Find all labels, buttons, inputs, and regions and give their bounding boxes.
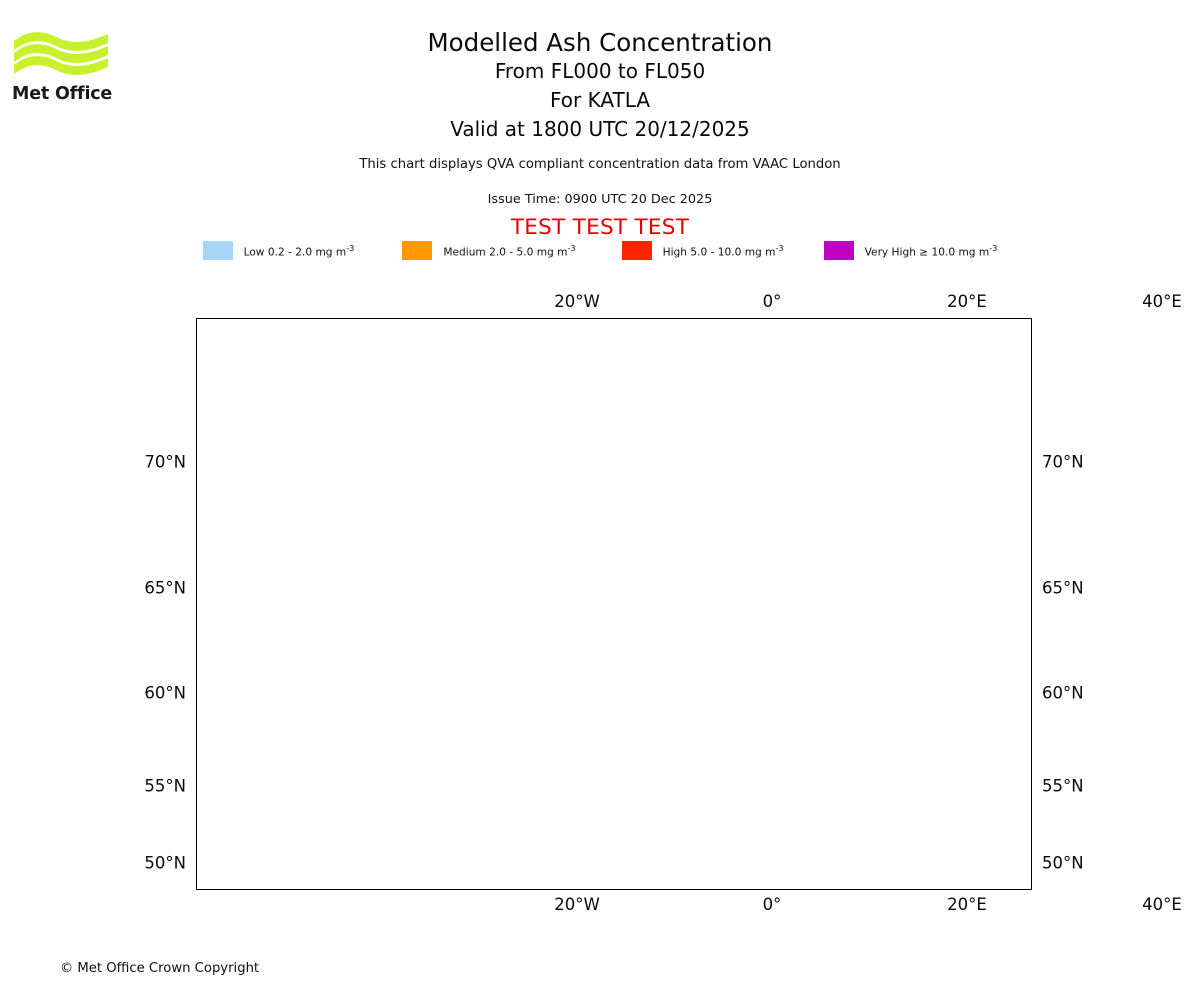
- met-office-logo: Met Office: [12, 28, 122, 113]
- legend-swatch-medium: [402, 241, 433, 260]
- title-valid-time: Valid at 1800 UTC 20/12/2025: [450, 117, 750, 141]
- legend-label-very-high: Very High ≥ 10.0 mg m-3: [864, 242, 998, 259]
- legend-item-low: Low 0.2 - 2.0 mg m-3: [202, 241, 355, 260]
- legend-label-medium: Medium 2.0 - 5.0 mg m-3: [443, 242, 576, 259]
- qva-note: This chart displays QVA compliant concen…: [359, 157, 841, 172]
- legend-item-high: High 5.0 - 10.0 mg m-3: [621, 241, 784, 260]
- lat-tick-left-4: 50°N: [144, 853, 186, 873]
- lat-tick-right-2: 60°N: [1042, 683, 1084, 703]
- lat-tick-left-0: 70°N: [144, 452, 186, 472]
- legend-swatch-high: [621, 241, 652, 260]
- lon-tick-bottom-3: 40°E: [1142, 895, 1182, 914]
- lat-tick-right-1: 65°N: [1042, 578, 1084, 598]
- lon-tick-top-1: 0°: [762, 292, 782, 311]
- lat-tick-left-3: 55°N: [144, 776, 186, 796]
- lat-tick-right-4: 50°N: [1042, 853, 1084, 873]
- copyright-notice: © Met Office Crown Copyright: [60, 961, 260, 976]
- issue-time-note: Issue Time: 0900 UTC 20 Dec 2025: [487, 192, 713, 207]
- map-frame: [196, 318, 1032, 890]
- lat-tick-left-1: 65°N: [144, 578, 186, 598]
- ash-concentration-map[interactable]: [196, 318, 1032, 890]
- lon-tick-bottom-1: 0°: [762, 895, 782, 914]
- chart-title-block: Modelled Ash Concentration From FL000 to…: [0, 28, 1200, 144]
- legend-exponent-high: -3: [775, 242, 784, 253]
- legend-swatch-very-high: [823, 241, 854, 260]
- legend-exponent-very-high: -3: [989, 242, 998, 253]
- lon-tick-bottom-0: 20°W: [554, 895, 600, 914]
- legend-exponent-low: -3: [346, 242, 355, 253]
- lat-tick-right-3: 55°N: [1042, 776, 1084, 796]
- title-flight-levels: From FL000 to FL050: [494, 59, 706, 83]
- legend-label-high: High 5.0 - 10.0 mg m-3: [662, 242, 784, 259]
- legend-label-low: Low 0.2 - 2.0 mg m-3: [243, 242, 355, 259]
- legend-exponent-medium: -3: [567, 242, 576, 253]
- lon-tick-bottom-2: 20°E: [947, 895, 987, 914]
- legend-item-very-high: Very High ≥ 10.0 mg m-3: [823, 241, 998, 260]
- legend-item-medium: Medium 2.0 - 5.0 mg m-3: [402, 241, 576, 260]
- met-office-wordmark: Met Office: [12, 84, 113, 104]
- test-banner: TEST TEST TEST: [510, 215, 690, 240]
- lon-tick-top-2: 20°E: [947, 292, 987, 311]
- lon-tick-top-0: 20°W: [554, 292, 600, 311]
- met-office-waves-logo-icon: [14, 32, 108, 75]
- lon-tick-top-3: 40°E: [1142, 292, 1182, 311]
- lat-tick-left-2: 60°N: [144, 683, 186, 703]
- title-volcano: For KATLA: [550, 88, 650, 112]
- legend-swatch-low: [202, 241, 233, 260]
- concentration-legend: Low 0.2 - 2.0 mg m-3 Medium 2.0 - 5.0 mg…: [0, 241, 1200, 260]
- lat-tick-right-0: 70°N: [1042, 452, 1084, 472]
- page-title: Modelled Ash Concentration: [427, 28, 773, 57]
